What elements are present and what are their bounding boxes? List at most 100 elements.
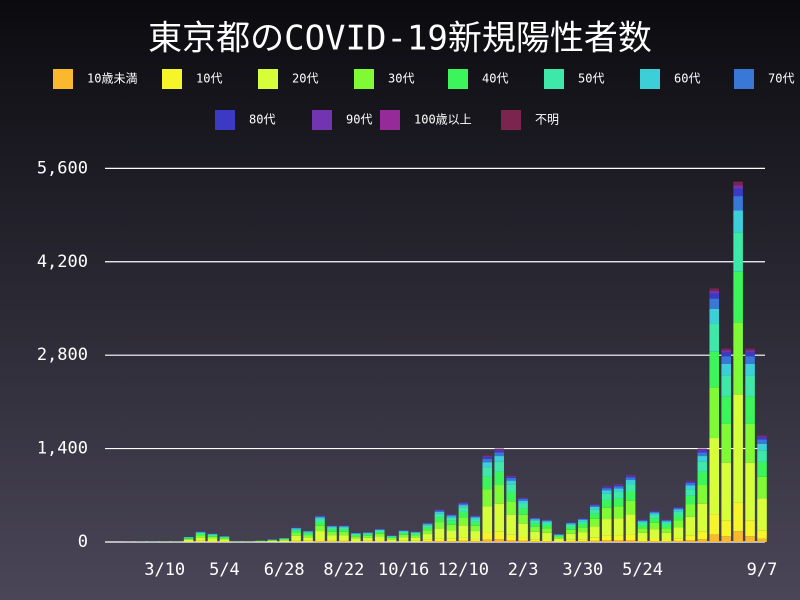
- bar-segment: [315, 515, 325, 517]
- bar-segment: [339, 531, 349, 536]
- legend-label: 50代: [578, 72, 604, 86]
- bar-segment: [351, 540, 361, 542]
- bar-segment: [494, 461, 504, 472]
- bar-segment: [733, 531, 743, 542]
- bar-segment: [458, 540, 469, 542]
- bar-segment: [745, 396, 755, 424]
- bar-segment: [470, 541, 481, 542]
- bar-segment: [422, 534, 433, 540]
- bar-segment: [554, 537, 564, 539]
- bar-segment: [303, 533, 313, 536]
- bar-segment: [578, 532, 588, 540]
- bar-segment: [661, 524, 672, 529]
- bar-segment: [589, 505, 600, 507]
- bar-segment: [530, 541, 540, 542]
- bar-segment: [410, 532, 421, 534]
- x-tick-label: 9/7: [747, 560, 778, 580]
- bar-segment: [661, 520, 672, 522]
- bar-segment: [279, 539, 289, 541]
- bar-segment: [637, 528, 648, 533]
- bar-segment: [542, 520, 552, 522]
- bar-segment: [446, 516, 457, 518]
- bar-segment: [434, 509, 445, 511]
- bar-segment: [363, 537, 373, 541]
- bar-segment: [195, 532, 206, 534]
- bar-segment: [733, 394, 743, 503]
- x-tick-label: 12/10: [438, 560, 489, 580]
- bar-segment: [207, 541, 218, 542]
- bar-segment: [709, 323, 720, 352]
- bar-segment: [625, 476, 636, 478]
- bar-segment: [207, 535, 218, 537]
- bar-segment: [446, 530, 457, 539]
- bar-segment: [315, 531, 325, 540]
- bar-segment: [745, 350, 755, 353]
- bar-segment: [494, 452, 504, 457]
- bar-segment: [422, 541, 433, 542]
- bar-segment: [363, 535, 373, 538]
- bar-segment: [566, 533, 576, 540]
- bar-segment: [685, 481, 696, 482]
- x-tick-label: 10/16: [378, 560, 429, 580]
- bar-segment: [530, 519, 540, 521]
- bar-segment: [195, 533, 206, 536]
- bar-segment: [530, 523, 540, 527]
- bar-segment: [530, 531, 540, 540]
- bar-segment: [374, 540, 385, 542]
- bar-segment: [649, 518, 660, 523]
- bar-segment: [434, 513, 445, 518]
- legend-swatch: [640, 69, 660, 89]
- bar-segment: [661, 521, 672, 523]
- bar-segment: [518, 500, 528, 504]
- bar-segment: [327, 525, 337, 527]
- bar-segment: [637, 520, 648, 522]
- bar-segment: [183, 539, 194, 542]
- bar-segment: [327, 529, 337, 532]
- bar-segment: [494, 485, 504, 504]
- bar-segment: [589, 518, 600, 527]
- bar-segment: [625, 484, 636, 492]
- bar-segment: [374, 530, 385, 532]
- bar-segment: [625, 539, 636, 542]
- bar-segment: [351, 533, 361, 534]
- bar-segment: [721, 356, 731, 364]
- bar-segment: [566, 524, 576, 527]
- bar-segment: [709, 288, 720, 291]
- bar-segment: [542, 532, 552, 540]
- bar-segment: [649, 538, 660, 542]
- bar-segment: [733, 271, 743, 323]
- bar-segment: [709, 290, 720, 294]
- bar-segment: [434, 528, 445, 539]
- bar-segment: [219, 538, 230, 540]
- bar-segment: [637, 521, 648, 523]
- bar-segment: [721, 423, 731, 463]
- bar-segment: [697, 452, 708, 457]
- bar-segment: [530, 518, 540, 520]
- bar-segment: [566, 523, 576, 525]
- bar-segment: [219, 539, 230, 542]
- bar-segment: [339, 526, 349, 528]
- bar-segment: [721, 396, 731, 424]
- bar-segment: [721, 348, 731, 351]
- bar-segment: [757, 476, 767, 499]
- bar-segment: [458, 507, 469, 512]
- bar-segment: [601, 486, 612, 488]
- legend-swatch: [258, 69, 278, 89]
- legend-swatch: [162, 69, 182, 89]
- bar-segment: [757, 530, 767, 539]
- bar-segment: [494, 448, 504, 450]
- bar-segment: [422, 524, 433, 526]
- chart-title: 東京都のCOVID-19新規陽性者数: [148, 19, 652, 59]
- bar-segment: [506, 476, 516, 478]
- bar-segment: [374, 536, 385, 541]
- bar-segment: [530, 539, 540, 542]
- bar-segment: [506, 539, 516, 542]
- legend-label: 不明: [535, 113, 559, 127]
- bar-segment: [446, 524, 457, 531]
- bar-segment: [446, 538, 457, 542]
- bar-segment: [303, 537, 313, 541]
- bar-segment: [685, 535, 696, 541]
- bar-segment: [745, 363, 755, 376]
- legend-label: 40代: [482, 72, 508, 86]
- bar-segment: [554, 535, 564, 536]
